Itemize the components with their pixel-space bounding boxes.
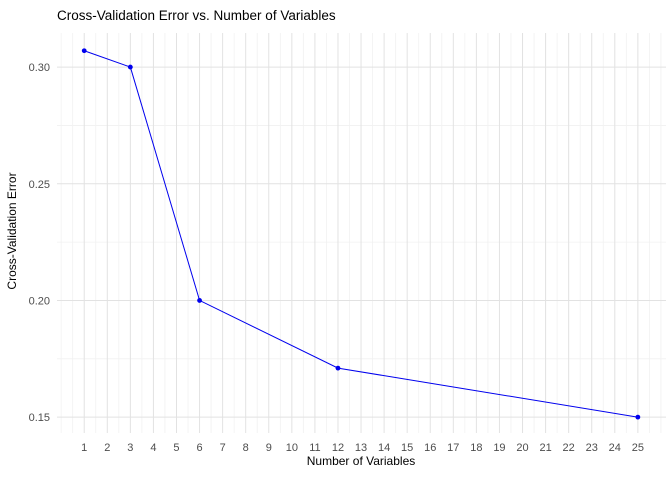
axis-labels-layer: 1 2 3 4 5 6 7 8 9 10 11 12 13 14 15 16 17 18 19 20 21 22 23 24 2… [29, 62, 644, 454]
x-tick-label: 6 [196, 442, 202, 454]
x-tick-label: 25 [632, 442, 644, 454]
x-tick-label: 14 [378, 442, 390, 454]
x-tick-label: 4 [150, 442, 156, 454]
x-tick-label: 24 [609, 442, 621, 454]
x-tick-label: 20 [516, 442, 528, 454]
x-tick-label: 13 [355, 442, 367, 454]
x-tick-label: 8 [243, 442, 249, 454]
chart-title: Cross-Validation Error vs. Number of Var… [57, 8, 336, 23]
x-tick-label: 15 [401, 442, 413, 454]
y-tick-label: 0.15 [29, 412, 50, 424]
x-tick-label: 7 [220, 442, 226, 454]
x-tick-label: 12 [332, 442, 344, 454]
x-tick-label: 23 [586, 442, 598, 454]
data-point [635, 414, 641, 420]
y-tick-label: 0.25 [29, 179, 50, 191]
data-point [81, 48, 87, 54]
x-tick-label: 9 [266, 442, 272, 454]
x-tick-label: 2 [104, 442, 110, 454]
y-tick-label: 0.20 [29, 295, 50, 307]
x-tick-label: 11 [309, 442, 320, 454]
x-tick-label: 18 [470, 442, 482, 454]
x-tick-label: 3 [127, 442, 133, 454]
grid-layer [57, 33, 666, 433]
x-axis-title: Number of Variables [307, 454, 416, 468]
x-tick-label: 17 [447, 442, 459, 454]
data-point [127, 64, 133, 70]
x-tick-label: 19 [493, 442, 505, 454]
data-point [197, 298, 202, 303]
x-tick-label: 16 [424, 442, 436, 454]
data-series-layer [81, 48, 641, 420]
x-tick-label: 21 [539, 442, 551, 454]
y-tick-label: 0.30 [29, 62, 50, 74]
x-tick-label: 10 [286, 442, 298, 454]
x-tick-label: 22 [563, 442, 575, 454]
x-tick-label: 5 [173, 442, 179, 454]
x-tick-label: 1 [81, 442, 87, 454]
y-axis-title: Cross-Validation Error [5, 172, 19, 289]
data-point [335, 365, 341, 371]
